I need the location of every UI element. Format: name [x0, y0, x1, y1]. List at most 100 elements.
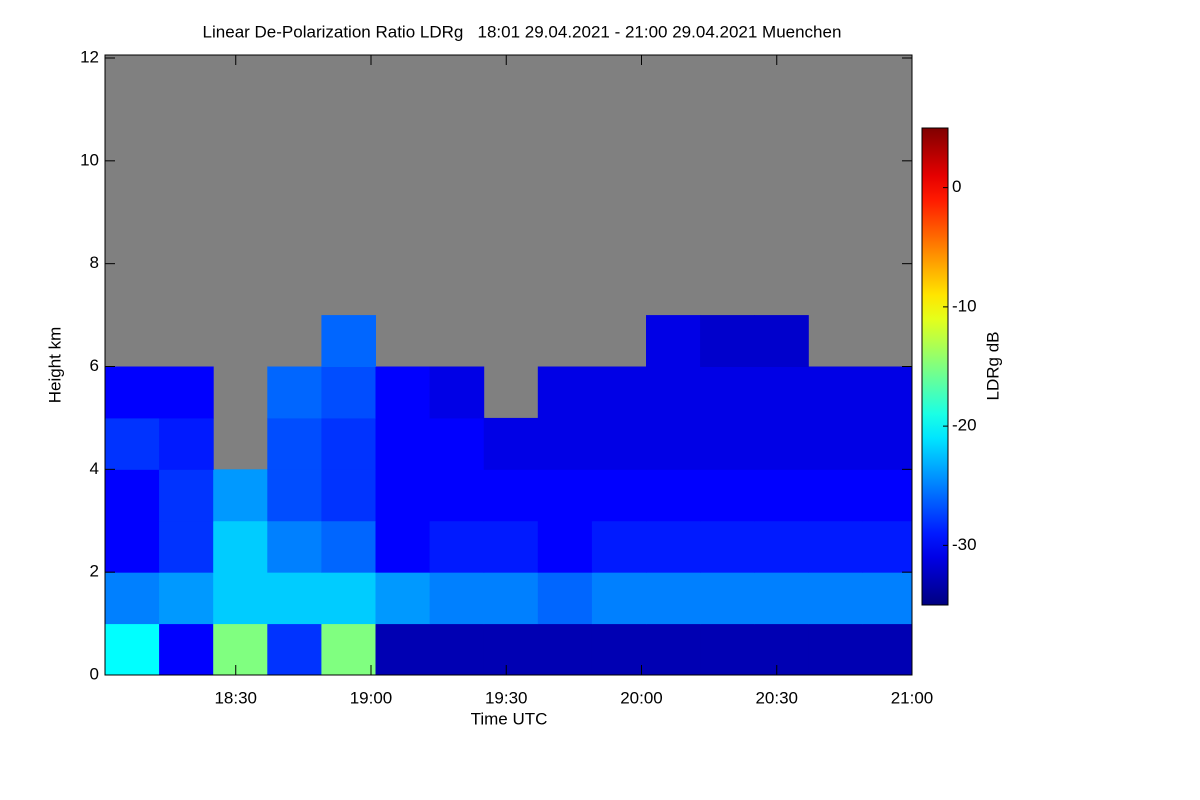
heatmap-cell: [105, 572, 160, 625]
heatmap-cell: [483, 572, 539, 625]
heatmap-cell: [537, 572, 593, 625]
heatmap-cell: [267, 366, 322, 419]
heatmap-cell: [862, 366, 913, 419]
colorbar-tick-label: -20: [952, 416, 977, 435]
heatmap-cell: [159, 366, 214, 419]
heatmap-cell: [646, 623, 701, 676]
heatmap-cell: [646, 520, 701, 573]
heatmap-cell: [754, 623, 809, 676]
heatmap-cell: [754, 366, 809, 419]
heatmap-cell: [213, 469, 268, 522]
heatmap-cell: [754, 572, 809, 625]
heatmap-cell: [213, 572, 268, 625]
heatmap-cell: [700, 315, 755, 367]
heatmap-cell: [105, 520, 160, 573]
y-tick-label: 4: [90, 459, 99, 478]
y-tick-label: 12: [80, 47, 99, 66]
heatmap-cell: [700, 520, 755, 573]
heatmap-cell: [700, 469, 755, 522]
heatmap-cell: [537, 417, 593, 470]
heatmap-cell: [700, 366, 755, 419]
heatmap-cell: [321, 315, 377, 367]
heatmap-cell: [537, 623, 593, 676]
heatmap-cell: [429, 572, 485, 625]
heatmap-cell: [105, 469, 160, 522]
heatmap-cell: [429, 366, 485, 419]
colorbar-label: LDRg dB: [983, 332, 1002, 401]
heatmap-cell: [375, 623, 431, 676]
x-tick-label: 20:30: [755, 688, 798, 707]
heatmap-cell: [267, 417, 322, 470]
heatmap-cell: [321, 469, 377, 522]
heatmap-cell: [591, 417, 647, 470]
colorbar-tick-label: -30: [952, 535, 977, 554]
y-tick-label: 10: [80, 150, 99, 169]
heatmap-cell: [591, 623, 647, 676]
heatmap-cell: [159, 572, 214, 625]
heatmap-cell: [537, 366, 593, 419]
heatmap-cell: [429, 469, 485, 522]
heatmap-cell: [105, 623, 160, 676]
y-axis-label: Height km: [45, 327, 64, 404]
x-tick-label: 19:30: [485, 688, 528, 707]
heatmap-cell: [700, 572, 755, 625]
colorbar-tick-label: 0: [952, 177, 961, 196]
x-tick-label: 19:00: [350, 688, 393, 707]
heatmap-cell: [646, 469, 701, 522]
x-tick-label: 18:30: [214, 688, 257, 707]
x-axis-label: Time UTC: [471, 709, 548, 728]
heatmap-cell: [646, 315, 701, 367]
heatmap-cell: [483, 469, 539, 522]
heatmap-cell: [267, 623, 322, 676]
heatmap-cell: [321, 572, 377, 625]
heatmap-cell: [321, 623, 377, 676]
heatmap-cell: [321, 366, 377, 419]
heatmap-cell: [591, 520, 647, 573]
heatmap-cell: [537, 520, 593, 573]
heatmap-cell: [646, 417, 701, 470]
heatmap-cell: [862, 520, 913, 573]
heatmap-cell: [808, 572, 863, 625]
y-tick-label: 0: [90, 664, 99, 683]
heatmap-cell: [429, 417, 485, 470]
heatmap-cell: [862, 572, 913, 625]
heatmap-cell: [646, 366, 701, 419]
heatmap-cell: [808, 469, 863, 522]
heatmap-cell: [159, 520, 214, 573]
heatmap-cell: [105, 417, 160, 470]
heatmap-cell: [700, 623, 755, 676]
heatmap-cell: [321, 520, 377, 573]
y-tick-label: 8: [90, 253, 99, 272]
heatmap-cell: [754, 417, 809, 470]
heatmap-cell: [483, 520, 539, 573]
heatmap-cell: [267, 572, 322, 625]
heatmap-cell: [429, 623, 485, 676]
heatmap-cell: [159, 469, 214, 522]
heatmap-cell: [754, 315, 809, 367]
heatmap-cell: [537, 469, 593, 522]
heatmap-cell: [267, 469, 322, 522]
heatmap-cell: [754, 469, 809, 522]
colorbar: [921, 127, 949, 606]
heatmap-cell: [375, 520, 431, 573]
heatmap-cell: [159, 417, 214, 470]
heatmap-cell: [862, 417, 913, 470]
heatmap-cell: [321, 417, 377, 470]
heatmap-cell: [375, 417, 431, 470]
colorbar-tick-label: -10: [952, 296, 977, 315]
chart-title: Linear De-Polarization Ratio LDRg 18:01 …: [203, 22, 842, 41]
heatmap-cell: [808, 623, 863, 676]
heatmap-cell: [862, 623, 913, 676]
y-tick-label: 2: [90, 562, 99, 581]
heatmap-cell: [591, 572, 647, 625]
heatmap-cell: [213, 520, 268, 573]
heatmap-cell: [808, 520, 863, 573]
heatmap-cell: [267, 520, 322, 573]
heatmap-cell: [213, 623, 268, 676]
heatmap-cell: [862, 469, 913, 522]
heatmap-cell: [591, 469, 647, 522]
heatmap-cell: [646, 572, 701, 625]
plot-frame: [104, 54, 913, 676]
heatmap-cell: [808, 366, 863, 419]
